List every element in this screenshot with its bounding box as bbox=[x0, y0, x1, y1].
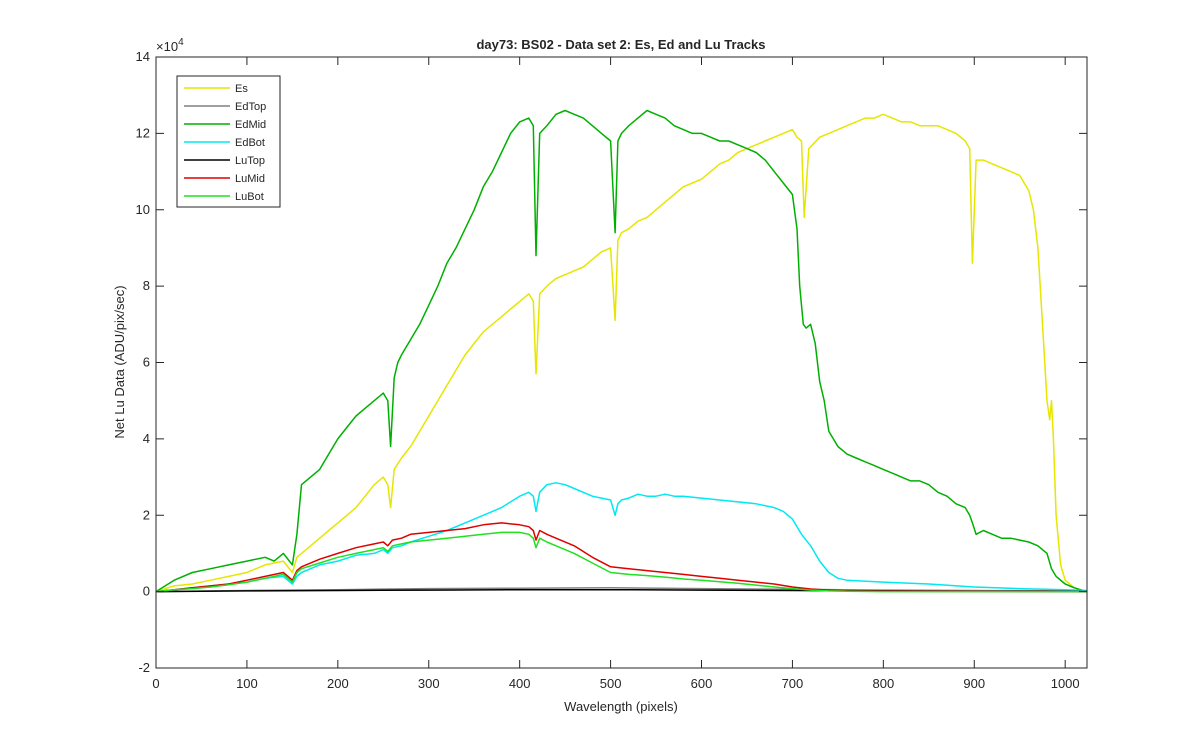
x-tick-label: 500 bbox=[600, 676, 622, 691]
y-axis-label: Net Lu Data (ADU/pix/sec) bbox=[112, 285, 127, 438]
x-tick-label: 300 bbox=[418, 676, 440, 691]
x-tick-label: 400 bbox=[509, 676, 531, 691]
y-tick-label: 10 bbox=[136, 202, 150, 217]
series-line-edmid bbox=[156, 109, 1087, 593]
x-tick-label: 900 bbox=[963, 676, 985, 691]
y-exponent-power: 4 bbox=[178, 37, 184, 48]
y-tick-label: 14 bbox=[136, 49, 150, 64]
x-tick-label: 1000 bbox=[1051, 676, 1080, 691]
y-exponent-label: ×104 bbox=[156, 37, 184, 54]
legend: Es EdTop EdMid EdBot LuTop LuMid LuBot bbox=[176, 75, 281, 208]
series-line-lumid bbox=[156, 522, 1087, 593]
chart-title: day73: BS02 - Data set 2: Es, Ed and Lu … bbox=[476, 37, 765, 52]
x-tick-label: 700 bbox=[782, 676, 804, 691]
legend-label-lubot: LuBot bbox=[235, 191, 264, 203]
y-tick-label: 8 bbox=[143, 278, 150, 293]
x-tick-label: 200 bbox=[327, 676, 349, 691]
y-tick-label: 6 bbox=[143, 355, 150, 370]
legend-label-lumid: LuMid bbox=[235, 173, 265, 185]
legend-label-es: Es bbox=[235, 83, 248, 95]
legend-label-edtop: EdTop bbox=[235, 101, 266, 113]
y-tick-label: 0 bbox=[143, 584, 150, 599]
legend-label-lutop: LuTop bbox=[235, 155, 265, 167]
legend-label-edmid: EdMid bbox=[235, 119, 266, 131]
series-line-lubot bbox=[156, 531, 1087, 593]
y-tick-label: 12 bbox=[136, 125, 150, 140]
y-tick-label: -2 bbox=[138, 660, 150, 675]
plot-frame bbox=[155, 56, 1088, 669]
x-tick-label: 0 bbox=[152, 676, 159, 691]
series-line-edbot bbox=[156, 482, 1087, 593]
series-line-es bbox=[156, 113, 1087, 593]
x-axis-label: Wavelength (pixels) bbox=[564, 699, 678, 714]
x-tick-label: 100 bbox=[236, 676, 258, 691]
x-tick-label: 800 bbox=[872, 676, 894, 691]
y-tick-label: 4 bbox=[143, 431, 150, 446]
legend-label-edbot: EdBot bbox=[235, 137, 265, 149]
y-tick-label: 2 bbox=[143, 507, 150, 522]
x-tick-label: 600 bbox=[691, 676, 713, 691]
